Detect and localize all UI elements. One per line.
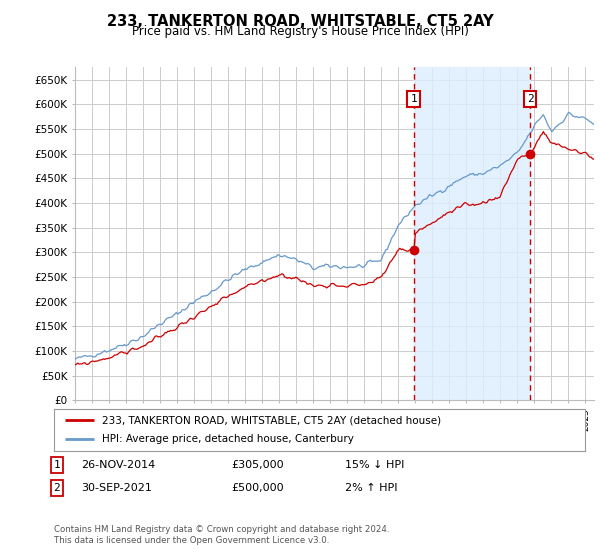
Text: 2: 2 — [527, 94, 533, 104]
Bar — [413, 67, 530, 400]
Text: 2: 2 — [53, 483, 61, 493]
Text: HPI: Average price, detached house, Canterbury: HPI: Average price, detached house, Cant… — [102, 435, 353, 445]
Text: 233, TANKERTON ROAD, WHITSTABLE, CT5 2AY (detached house): 233, TANKERTON ROAD, WHITSTABLE, CT5 2AY… — [102, 415, 441, 425]
Text: 26-NOV-2014: 26-NOV-2014 — [81, 460, 155, 470]
Text: 15% ↓ HPI: 15% ↓ HPI — [345, 460, 404, 470]
Text: £305,000: £305,000 — [231, 460, 284, 470]
Text: Contains HM Land Registry data © Crown copyright and database right 2024.
This d: Contains HM Land Registry data © Crown c… — [54, 525, 389, 545]
Text: £500,000: £500,000 — [231, 483, 284, 493]
Text: 2% ↑ HPI: 2% ↑ HPI — [345, 483, 398, 493]
Text: 233, TANKERTON ROAD, WHITSTABLE, CT5 2AY: 233, TANKERTON ROAD, WHITSTABLE, CT5 2AY — [107, 14, 493, 29]
Text: 1: 1 — [410, 94, 417, 104]
Text: 1: 1 — [53, 460, 61, 470]
Text: Price paid vs. HM Land Registry's House Price Index (HPI): Price paid vs. HM Land Registry's House … — [131, 25, 469, 38]
Text: 30-SEP-2021: 30-SEP-2021 — [81, 483, 152, 493]
